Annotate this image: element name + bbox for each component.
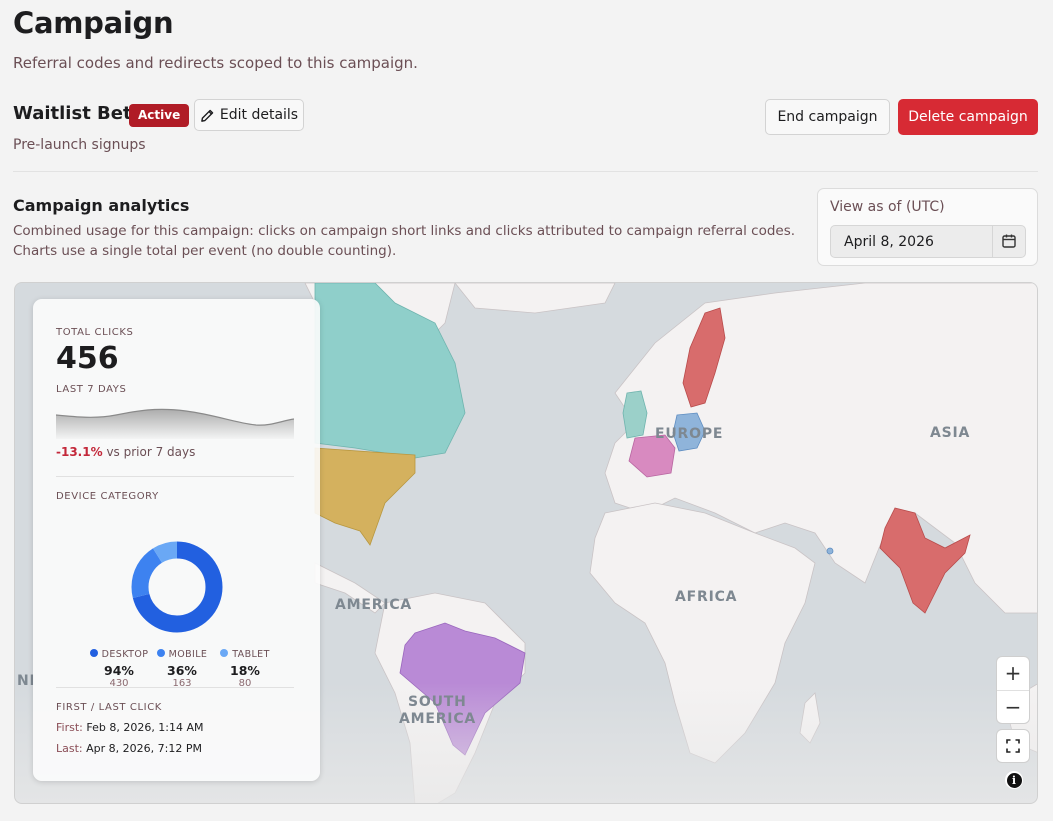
uk-highlight	[622, 390, 648, 439]
map-label-africa: AFRICA	[675, 589, 738, 605]
first-last-label: FIRST / LAST CLICK	[56, 702, 162, 713]
end-campaign-label: End campaign	[777, 109, 878, 125]
arctic-islands-shape	[454, 283, 616, 314]
map-label-edge: NI	[17, 673, 36, 689]
analytics-title: Campaign analytics	[13, 196, 190, 215]
zoom-out-button[interactable]: −	[997, 690, 1029, 722]
page-subtitle: Referral codes and redirects scoped to t…	[13, 54, 418, 72]
clicks-change: -13.1% vs prior 7 days	[56, 445, 195, 459]
legend-key: MOBILE	[150, 649, 214, 660]
stats-divider	[56, 476, 294, 477]
end-campaign-button[interactable]: End campaign	[765, 99, 890, 135]
date-value: April 8, 2026	[844, 234, 934, 250]
pencil-icon	[201, 109, 214, 122]
attribution-info-button[interactable]: i	[1005, 771, 1023, 789]
usa-highlight	[314, 447, 416, 546]
first-click-value: Feb 8, 2026, 1:14 AM	[86, 721, 204, 734]
stats-panel: TOTAL CLICKS 456 LAST 7 DAYS -13.1% vs p…	[33, 299, 320, 781]
view-as-label: View as of (UTC)	[830, 199, 945, 215]
legend-dot	[156, 649, 165, 657]
edit-details-label: Edit details	[219, 107, 299, 123]
legend-key: DESKTOP	[87, 649, 151, 660]
map-label-south: SOUTH	[408, 694, 467, 710]
world-map-canvas	[15, 283, 1037, 803]
map-label-south-america: AMERICA	[399, 711, 477, 727]
legend-key: TABLET	[213, 649, 277, 660]
map-label-america: AMERICA	[335, 597, 413, 613]
legend-dot	[220, 649, 229, 657]
view-as-card: View as of (UTC) April 8, 2026	[817, 188, 1038, 266]
legend-percent: 36%	[167, 663, 197, 678]
sweden-highlight	[682, 307, 726, 408]
donut-segment-mobile	[131, 541, 223, 633]
campaign-name: Waitlist Beta	[13, 103, 144, 124]
status-badge: Active	[129, 104, 190, 127]
zoom-controls: + −	[997, 657, 1029, 723]
map-label-europe: EUROPE	[655, 426, 724, 442]
legend-count: 430	[109, 678, 129, 689]
fullscreen-button[interactable]	[997, 730, 1029, 762]
delete-campaign-label: Delete campaign	[908, 109, 1028, 125]
total-clicks-label: TOTAL CLICKS	[56, 327, 134, 338]
first-click: First: Feb 8, 2026, 1:14 AM	[56, 721, 204, 734]
fullscreen-icon	[1006, 739, 1020, 753]
calendar-icon[interactable]	[1001, 233, 1017, 249]
delete-campaign-button[interactable]: Delete campaign	[898, 99, 1038, 135]
donut-segment-tablet	[131, 541, 223, 633]
legend-percent: 18%	[230, 663, 260, 678]
campaign-description: Pre-launch signups	[13, 137, 146, 153]
legend-item-desktop: DESKTOP 94% 430	[87, 649, 151, 689]
last-click-label: Last:	[56, 742, 83, 755]
first-click-label: First:	[56, 721, 83, 734]
legend-dot	[89, 649, 98, 657]
legend-count: 163	[172, 678, 192, 689]
total-clicks-value: 456	[56, 341, 119, 376]
legend-count: 80	[238, 678, 252, 689]
india-highlight	[879, 507, 971, 614]
device-category-label: DEVICE CATEGORY	[56, 491, 159, 502]
germany-highlight	[672, 412, 706, 452]
france-highlight	[628, 434, 676, 478]
change-value: -13.1%	[56, 445, 103, 459]
legend-item-mobile: MOBILE 36% 163	[150, 649, 214, 689]
legend-name: DESKTOP	[101, 649, 149, 660]
edit-details-button[interactable]: Edit details	[194, 99, 304, 131]
last-click-value: Apr 8, 2026, 7:12 PM	[86, 742, 202, 755]
legend-item-tablet: TABLET 18% 80	[213, 649, 277, 689]
zoom-in-button[interactable]: +	[1004, 661, 1022, 685]
legend-name: TABLET	[232, 649, 270, 660]
divider	[13, 171, 1038, 172]
period-label: LAST 7 DAYS	[56, 384, 127, 395]
legend-name: MOBILE	[168, 649, 208, 660]
legend-percent: 94%	[104, 663, 134, 678]
uae-highlight	[826, 547, 834, 555]
last-click: Last: Apr 8, 2026, 7:12 PM	[56, 742, 202, 755]
date-picker-input[interactable]: April 8, 2026	[830, 225, 1026, 258]
page-title: Campaign	[13, 6, 174, 40]
analytics-description: Combined usage for this campaign: clicks…	[13, 223, 796, 259]
date-separator	[992, 226, 993, 257]
world-map[interactable]: EUROPE ASIA AFRICA AMERICA SOUTH AMERICA…	[14, 282, 1038, 804]
info-icon: i	[1006, 772, 1022, 788]
map-label-asia: ASIA	[930, 425, 971, 441]
stats-divider-2	[56, 687, 294, 688]
canada-highlight	[314, 283, 466, 459]
change-suffix: vs prior 7 days	[106, 445, 196, 459]
clicks-sparkline	[56, 408, 294, 439]
device-donut-chart	[131, 541, 223, 633]
